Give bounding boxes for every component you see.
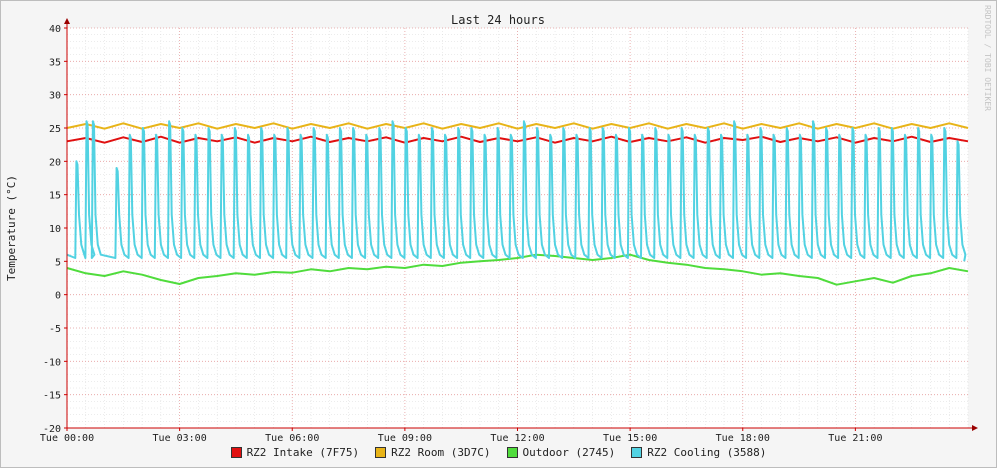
y-tick-label: 35 bbox=[49, 57, 61, 68]
series-line-3 bbox=[66, 120, 967, 262]
y-tick-label: 5 bbox=[55, 257, 61, 268]
x-tick-label: Tue 09:00 bbox=[378, 433, 432, 444]
series-layer bbox=[66, 120, 969, 286]
y-tick-label: 0 bbox=[55, 291, 61, 302]
tick-labels: -20 -15 -10 -5 0 5 10 15 20 25 30 35 40 Tue 00:00 Tue … bbox=[40, 24, 883, 444]
legend: RZ2 Intake (7F75) RZ2 Room (3D7C) Outdoor … bbox=[0, 446, 997, 459]
series-line-0 bbox=[66, 135, 969, 144]
y-tick-label: 25 bbox=[49, 124, 61, 135]
legend-item: Outdoor (2745) bbox=[506, 446, 616, 459]
legend-item: RZ2 Cooling (3588) bbox=[631, 446, 766, 459]
legend-label: RZ2 Cooling (3588) bbox=[647, 446, 767, 459]
axes bbox=[64, 18, 978, 431]
x-tick-label: Tue 03:00 bbox=[153, 433, 207, 444]
series-line-2 bbox=[66, 253, 969, 286]
legend-swatch bbox=[631, 447, 643, 458]
y-tick-label: 10 bbox=[49, 224, 61, 235]
y-tick-label: -10 bbox=[43, 357, 61, 368]
y-tick-label: 40 bbox=[49, 24, 61, 35]
legend-swatch bbox=[375, 447, 387, 458]
legend-label: Outdoor (2745) bbox=[522, 446, 616, 459]
x-tick-label: Tue 00:00 bbox=[40, 433, 94, 444]
y-tick-label: 15 bbox=[49, 191, 61, 202]
y-tick-label: 30 bbox=[49, 91, 61, 102]
x-tick-label: Tue 15:00 bbox=[603, 433, 657, 444]
x-tick-label: Tue 21:00 bbox=[828, 433, 882, 444]
legend-swatch bbox=[506, 447, 518, 458]
legend-item: RZ2 Intake (7F75) bbox=[230, 446, 360, 459]
y-tick-label: -5 bbox=[49, 324, 61, 335]
y-tick-label: -15 bbox=[43, 391, 61, 402]
legend-item: RZ2 Room (3D7C) bbox=[375, 446, 491, 459]
y-tick-label: -20 bbox=[43, 424, 61, 435]
x-tick-label: Tue 12:00 bbox=[490, 433, 544, 444]
x-axis-arrow bbox=[972, 425, 978, 431]
chart-title: Last 24 hours bbox=[451, 13, 545, 27]
legend-label: RZ2 Room (3D7C) bbox=[391, 446, 491, 459]
x-tick-label: Tue 06:00 bbox=[265, 433, 319, 444]
x-tick-label: Tue 18:00 bbox=[716, 433, 770, 444]
legend-label: RZ2 Intake (7F75) bbox=[246, 446, 360, 459]
legend-swatch bbox=[230, 447, 242, 458]
y-tick-label: 20 bbox=[49, 157, 61, 168]
series-line-1 bbox=[66, 122, 969, 130]
y-axis-label: Temperature (°C) bbox=[5, 175, 18, 281]
y-axis-arrow bbox=[64, 18, 70, 24]
watermark: RRDTOOL / TOBI OETIKER bbox=[983, 5, 992, 111]
